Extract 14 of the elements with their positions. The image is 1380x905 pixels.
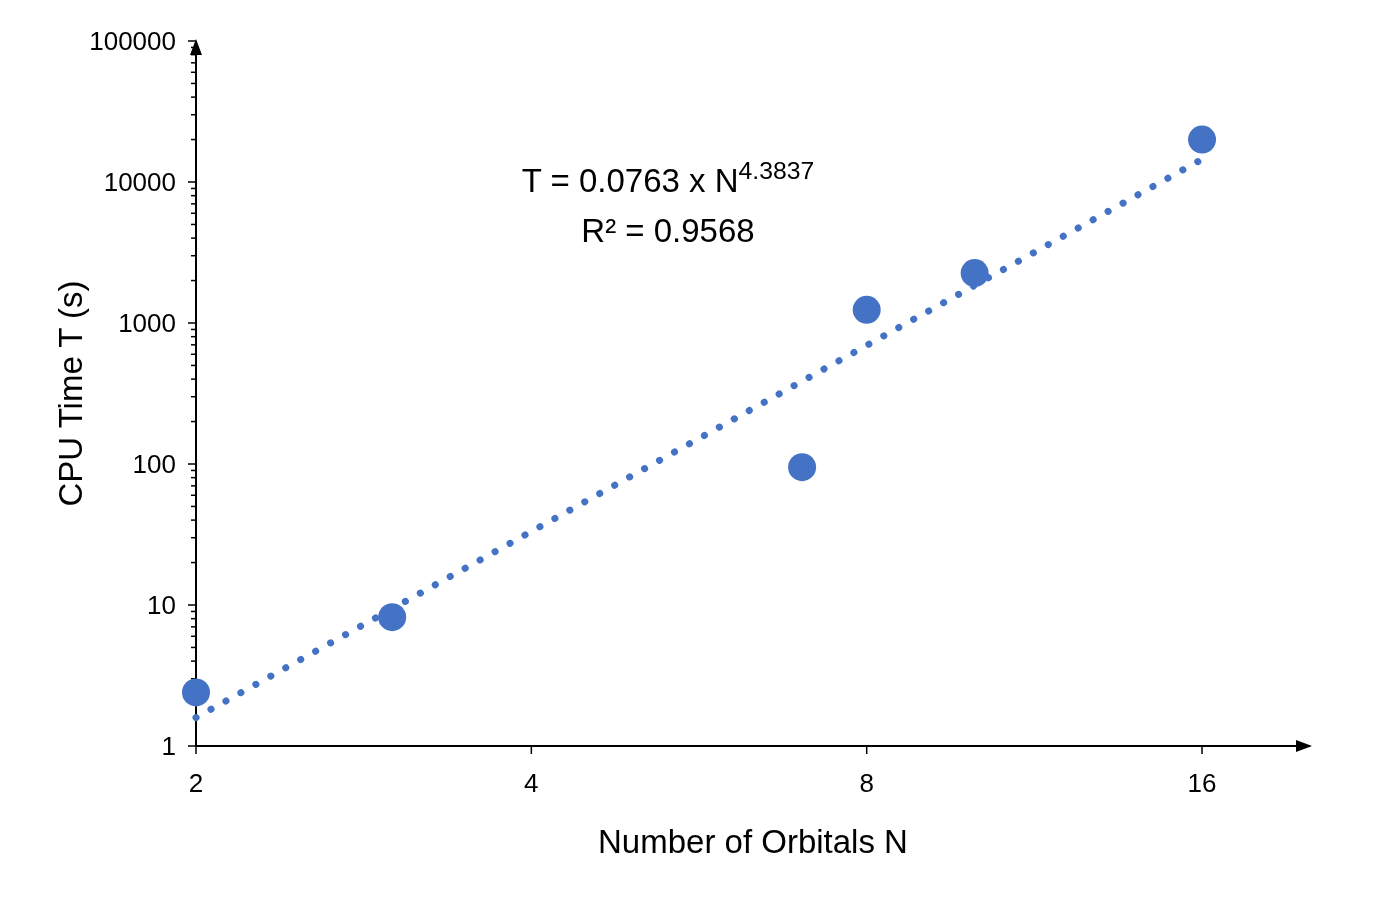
- x-tick-label: 8: [859, 768, 874, 798]
- y-tick-label: 100: [132, 449, 176, 480]
- y-tick-label: 1: [161, 731, 176, 762]
- annotation: R² = 0.9568: [581, 211, 755, 249]
- x-axis-title: Number of Orbitals N: [598, 823, 908, 860]
- y-tick-label: 100000: [89, 26, 176, 57]
- y-axis-title: CPU Time T (s): [52, 280, 89, 507]
- x-tick-label: 2: [188, 768, 204, 798]
- y-tick-label: 1000: [118, 308, 176, 339]
- y-tick-label: 10: [147, 590, 176, 621]
- y-tick-label: 10000: [103, 167, 176, 198]
- annotation: T = 0.0763 x N$^{4.3837}$: [521, 156, 815, 199]
- x-tick-label: 4: [524, 768, 539, 798]
- x-tick-label: 16: [1187, 768, 1217, 798]
